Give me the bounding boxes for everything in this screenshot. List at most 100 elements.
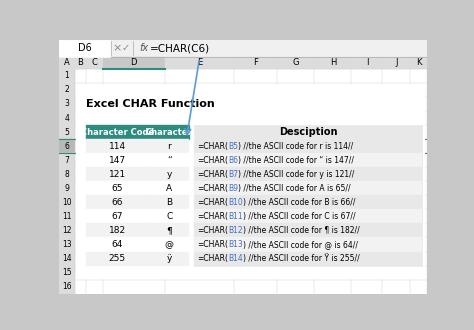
Bar [86,139,149,153]
Text: 5: 5 [64,128,69,137]
Text: =CHAR(: =CHAR( [197,240,228,249]
Bar [86,181,149,195]
Bar [59,266,75,280]
Text: J: J [395,58,398,67]
Text: 11: 11 [62,212,72,221]
Text: 121: 121 [109,170,126,179]
Text: 15: 15 [62,268,72,277]
Text: ) //the ASCII code for @ is 64//: ) //the ASCII code for @ is 64// [243,240,358,249]
Text: ÿ: ÿ [167,254,172,263]
Bar [59,223,75,238]
Bar [59,111,75,125]
Text: B: B [77,58,83,67]
Text: H: H [329,58,336,67]
Bar [383,56,410,69]
Text: y: y [167,170,172,179]
Bar [59,125,75,139]
Bar [149,209,190,223]
Bar [86,125,149,139]
Bar [194,153,422,167]
Text: fx: fx [139,43,148,53]
Bar [75,56,86,69]
Bar [149,195,190,210]
Bar [149,181,190,195]
Text: ) //the ASCII code for ¶ is 182//: ) //the ASCII code for ¶ is 182// [243,226,360,235]
Text: 2: 2 [64,85,69,94]
Text: F: F [253,58,258,67]
Text: 16: 16 [62,282,72,291]
Text: Desciption: Desciption [279,127,337,137]
Bar [86,251,149,266]
Bar [410,56,427,69]
Bar [149,238,190,251]
Text: 9: 9 [64,184,69,193]
Bar [277,56,314,69]
Bar [59,195,75,210]
Text: B13: B13 [228,240,243,249]
Text: G: G [292,58,299,67]
Bar [76,84,423,278]
Text: @: @ [165,240,174,249]
Bar [86,195,149,210]
Text: 182: 182 [109,226,126,235]
Text: =CHAR(: =CHAR( [197,156,228,165]
Text: ✓: ✓ [121,43,129,53]
Text: 1: 1 [64,71,69,81]
Bar [75,69,427,294]
Bar [149,125,190,139]
Bar [194,209,422,223]
Bar [86,125,190,139]
Text: D: D [130,58,137,67]
Text: 114: 114 [109,142,126,151]
Bar [194,195,422,210]
Text: “: “ [167,156,172,165]
Bar [149,167,190,181]
Text: =CHAR(: =CHAR( [197,142,228,151]
Text: ) //the ASCII code for r is 114//: ) //the ASCII code for r is 114// [238,142,354,151]
Bar [86,167,149,181]
Text: 6: 6 [64,142,69,151]
Bar [235,56,277,69]
Bar [59,40,109,56]
Text: B7: B7 [228,170,238,179]
Text: 4: 4 [64,114,69,122]
Text: ×: × [113,43,122,53]
Text: =CHAR(: =CHAR( [197,170,228,179]
Text: 147: 147 [109,156,126,165]
Bar [194,181,422,195]
Bar [194,251,422,266]
Text: 14: 14 [62,254,72,263]
Bar [86,238,149,251]
Bar [59,69,75,83]
Bar [194,223,422,238]
Bar [59,280,75,294]
Bar [149,153,190,167]
Bar [164,56,235,69]
Text: Character Code: Character Code [81,128,154,137]
Bar [59,97,75,111]
Text: ) //the ASCII code for C is 67//: ) //the ASCII code for C is 67// [243,212,356,221]
Text: A: A [166,184,173,193]
Text: 12: 12 [62,226,72,235]
Text: ) //the ASCII code for A is 65//: ) //the ASCII code for A is 65// [238,184,351,193]
Text: B5: B5 [228,142,238,151]
Text: B12: B12 [228,226,243,235]
Text: E: E [197,58,202,67]
Bar [59,181,75,195]
Text: 255: 255 [109,254,126,263]
Text: 64: 64 [112,240,123,249]
Text: ) //the ASCII code for “ is 147//: ) //the ASCII code for “ is 147// [238,156,354,165]
Text: =CHAR(: =CHAR( [197,184,228,193]
Bar [59,40,427,56]
Text: B6: B6 [228,156,238,165]
Bar [59,56,75,69]
Text: A: A [64,58,70,67]
Text: ) //the ASCII code for y is 121//: ) //the ASCII code for y is 121// [238,170,355,179]
Text: B11: B11 [228,212,243,221]
Text: 10: 10 [62,198,72,207]
Text: C: C [91,58,97,67]
Bar [194,139,422,153]
Text: 67: 67 [111,212,123,221]
Text: ) //the ASCII code for Ÿ is 255//: ) //the ASCII code for Ÿ is 255// [243,254,360,263]
Text: ¶: ¶ [166,226,172,235]
